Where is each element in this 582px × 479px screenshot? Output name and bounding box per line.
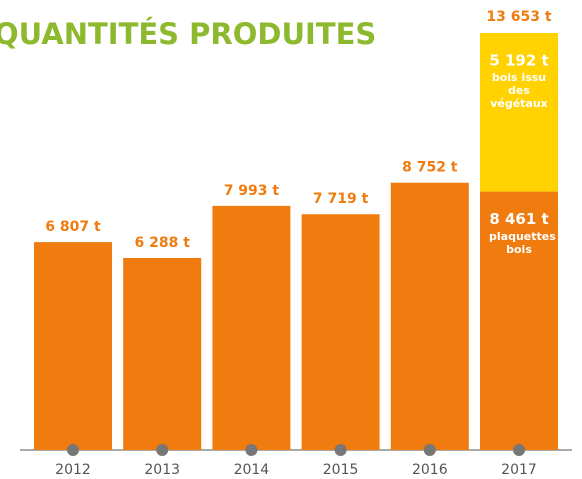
x-tick-label: 2016 — [412, 462, 448, 478]
value-label: 8 752 t — [402, 160, 458, 176]
x-tick-label: 2015 — [323, 462, 359, 478]
value-label: 7 719 t — [313, 191, 369, 207]
x-tick-label: 2017 — [501, 462, 537, 478]
axis-dot — [156, 444, 169, 456]
bar-segment — [301, 214, 380, 450]
chart-title: QUANTITÉS PRODUITES — [0, 17, 376, 51]
value-label: 6 807 t — [45, 219, 101, 235]
axis-dot — [67, 444, 79, 456]
x-tick-label: 2013 — [144, 462, 180, 478]
value-label: 8 461 t — [489, 210, 548, 228]
x-tick-label: 2012 — [55, 462, 91, 478]
axis-dot — [334, 444, 347, 456]
x-tick-label: 2014 — [234, 462, 270, 478]
bar-segment — [390, 182, 469, 451]
bar-segment — [123, 257, 202, 450]
axis-dot — [423, 444, 436, 456]
value-label: 7 993 t — [224, 183, 280, 199]
total-label: 13 653 t — [486, 9, 551, 25]
axis-dot — [245, 444, 258, 456]
bar-segment — [34, 242, 112, 450]
bar-segment — [480, 191, 558, 451]
series-label: plaquettes bois — [489, 229, 556, 256]
axis-dot — [513, 444, 525, 456]
bar-segment — [212, 205, 291, 450]
bar-segment — [480, 33, 558, 192]
series-label: bois issu des végétaux — [490, 71, 548, 110]
value-label: 5 192 t — [489, 52, 548, 70]
value-label: 6 288 t — [134, 235, 190, 251]
